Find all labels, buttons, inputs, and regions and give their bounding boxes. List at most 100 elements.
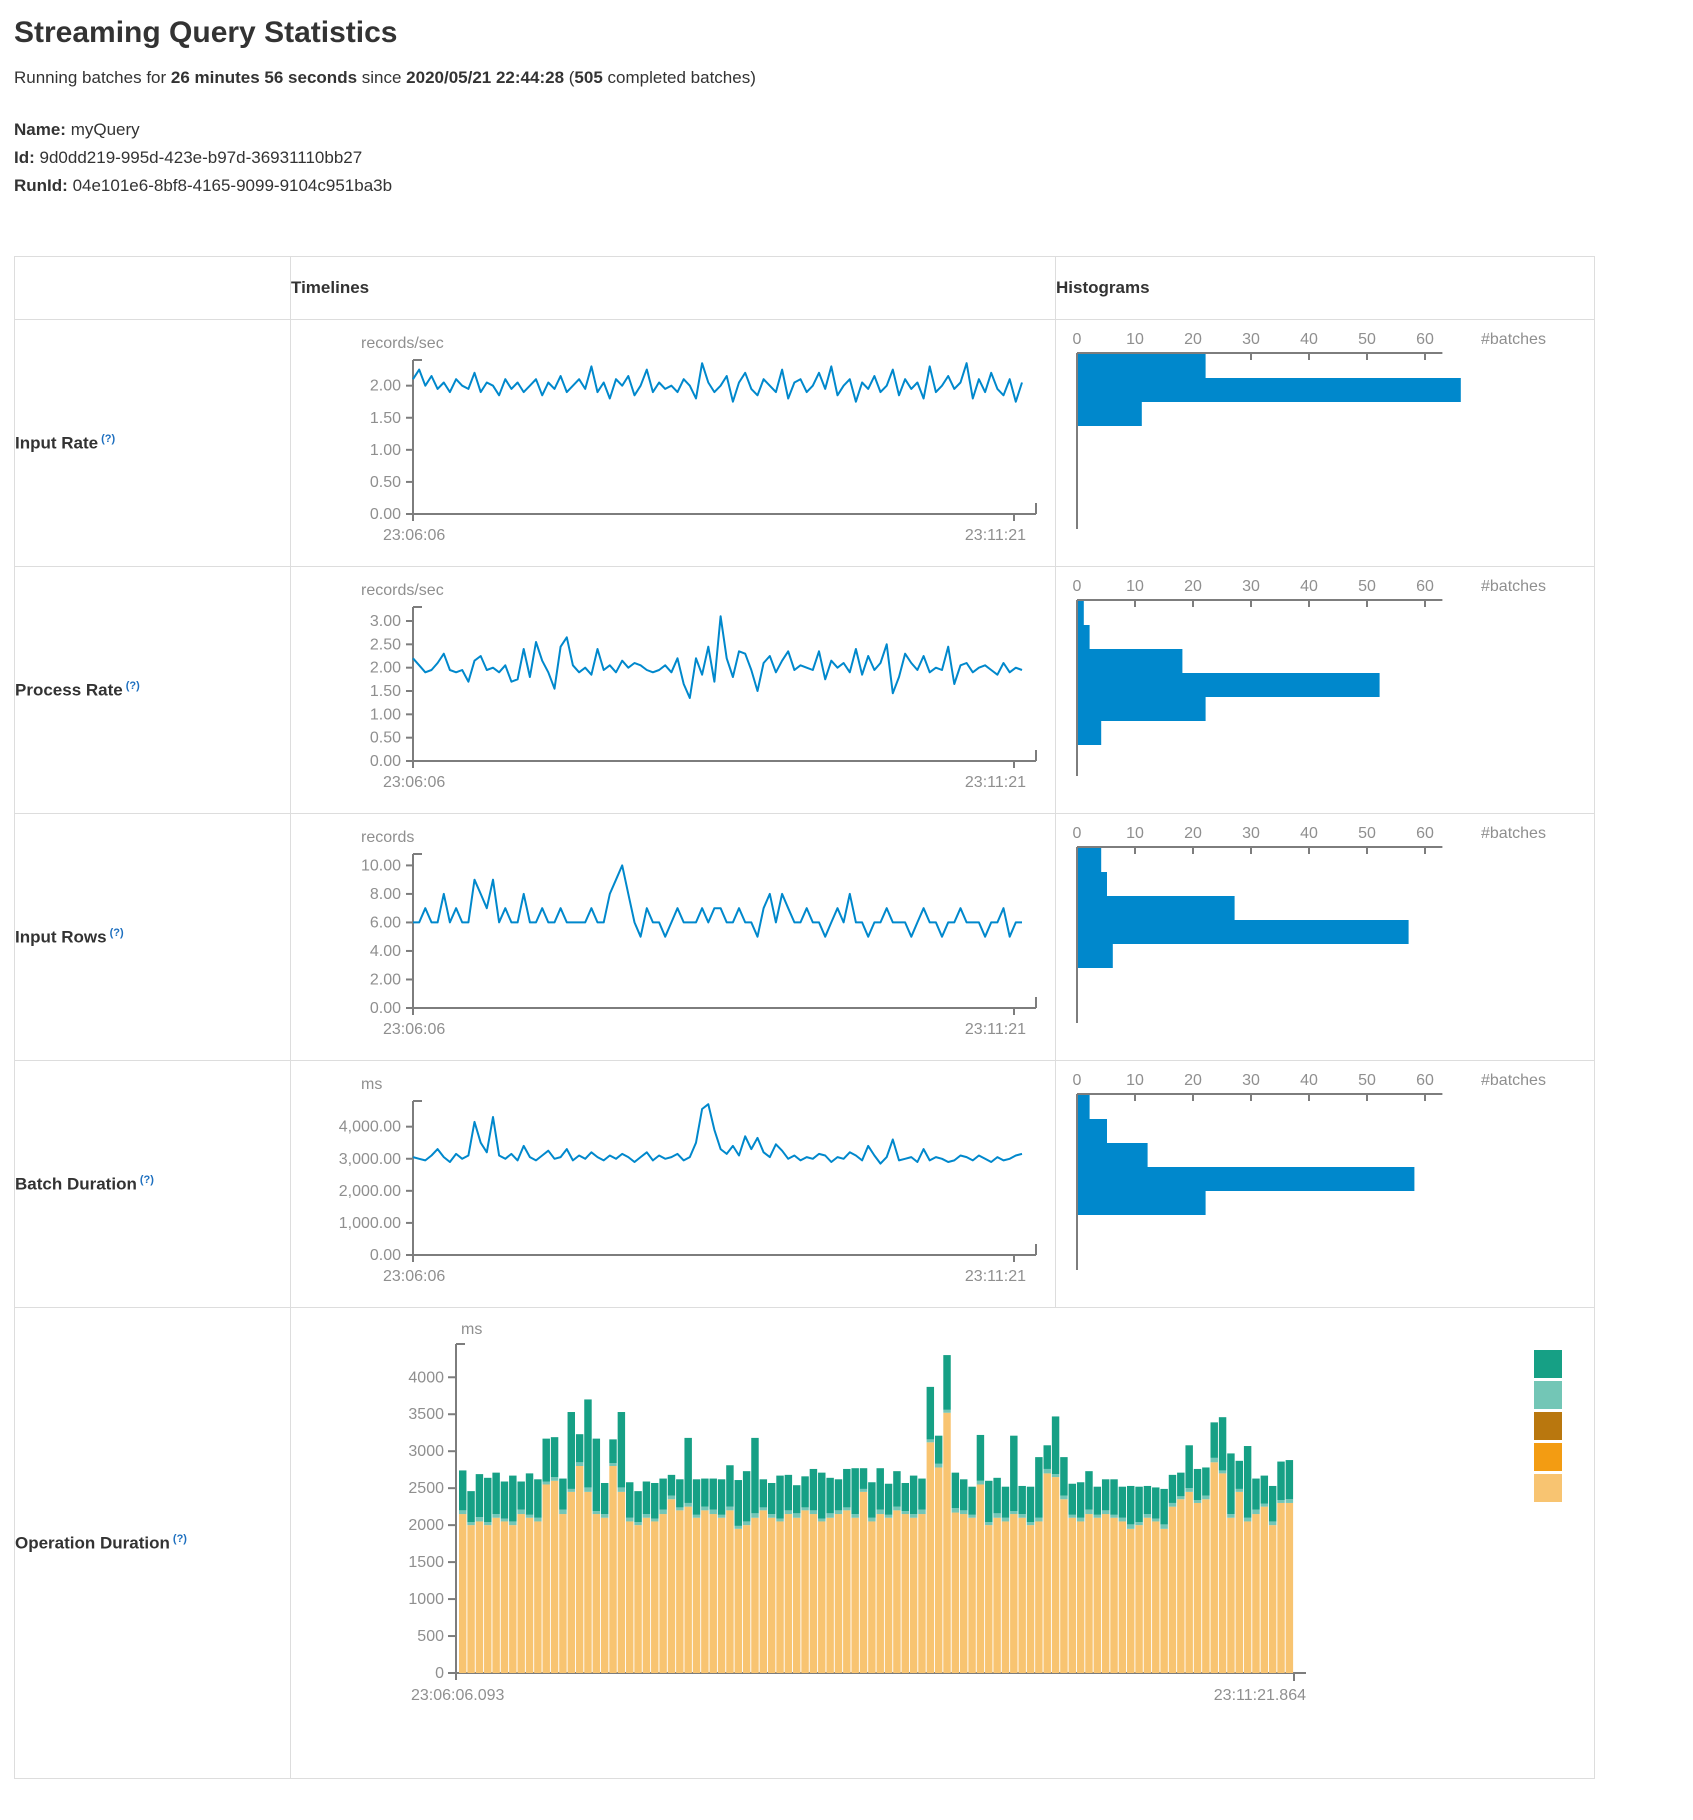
svg-text:records/sec: records/sec	[361, 582, 444, 599]
process-rate-timeline-chart: records/sec 3.00 2.50 2.00 1.50 1.00 0.50 0.00 2…	[290, 566, 1056, 814]
svg-text:1000: 1000	[408, 1591, 444, 1608]
svg-text:10: 10	[1126, 825, 1144, 842]
summary-text: Running batches for	[14, 68, 171, 87]
help-icon[interactable]: (?)	[139, 1173, 154, 1186]
svg-text:0: 0	[1073, 578, 1082, 595]
svg-text:3,000.00: 3,000.00	[339, 1151, 401, 1168]
svg-text:4000: 4000	[408, 1369, 444, 1386]
svg-text:2.50: 2.50	[370, 636, 401, 653]
help-icon[interactable]: (?)	[101, 432, 116, 445]
svg-text:records: records	[361, 829, 414, 846]
page: Streaming Query Statistics Running batch…	[14, 16, 1693, 1779]
completed-batches-count: 505	[574, 68, 603, 87]
batch-duration-histogram-chart: 0 10 20 30 40 50 60 #batches	[1055, 1060, 1595, 1308]
svg-text:ms: ms	[461, 1321, 482, 1338]
svg-text:0.50: 0.50	[370, 474, 401, 491]
legend-swatch	[1534, 1412, 1562, 1440]
help-icon[interactable]: (?)	[125, 679, 140, 692]
svg-text:3000: 3000	[408, 1443, 444, 1460]
table-row: Process Rate (?) records/sec 3.00 2.50 2.00 1…	[14, 566, 1595, 814]
svg-text:4,000.00: 4,000.00	[339, 1119, 401, 1136]
metric-label: Process Rate	[15, 680, 123, 700]
id-label: Id:	[14, 148, 35, 167]
svg-text:#batches: #batches	[1481, 578, 1546, 595]
legend-swatch	[1534, 1381, 1562, 1409]
start-timestamp: 2020/05/21 22:44:28	[406, 68, 565, 87]
svg-text:0: 0	[435, 1665, 444, 1682]
operation-duration-stacked-chart: ms 4000 3500 3000 2500 2000 1500 1000 500 0 23:06:…	[290, 1307, 1595, 1779]
svg-text:40: 40	[1300, 578, 1318, 595]
svg-text:#batches: #batches	[1481, 331, 1546, 348]
table-row: Input Rows (?) records 10.00 8.00 6.00 4.00 2.…	[14, 813, 1595, 1061]
statistics-table: Timelines Histograms Input Rate (?) recor…	[14, 256, 1595, 1779]
svg-text:4.00: 4.00	[370, 943, 401, 960]
svg-text:0.00: 0.00	[370, 506, 401, 523]
svg-text:10.00: 10.00	[361, 857, 401, 874]
svg-text:23:11:21: 23:11:21	[965, 527, 1026, 544]
svg-text:23:11:21.864: 23:11:21.864	[1214, 1687, 1306, 1704]
svg-text:30: 30	[1242, 578, 1260, 595]
id-value: 9d0dd219-995d-423e-b97d-36931110bb27	[39, 148, 363, 167]
svg-text:8.00: 8.00	[370, 886, 401, 903]
svg-text:2000: 2000	[408, 1517, 444, 1534]
svg-text:30: 30	[1242, 1072, 1260, 1089]
svg-text:#batches: #batches	[1481, 825, 1546, 842]
svg-text:20: 20	[1184, 578, 1202, 595]
svg-text:1.00: 1.00	[370, 706, 401, 723]
svg-text:1,000.00: 1,000.00	[339, 1215, 401, 1232]
svg-text:10: 10	[1126, 1072, 1144, 1089]
svg-text:1.50: 1.50	[370, 683, 401, 700]
help-icon[interactable]: (?)	[109, 926, 124, 939]
svg-text:3500: 3500	[408, 1406, 444, 1423]
svg-text:10: 10	[1126, 578, 1144, 595]
svg-text:60: 60	[1416, 825, 1434, 842]
svg-text:1.00: 1.00	[370, 442, 401, 459]
legend-swatch	[1534, 1443, 1562, 1471]
svg-text:23:06:06: 23:06:06	[383, 1021, 445, 1038]
svg-text:20: 20	[1184, 825, 1202, 842]
metric-label: Input Rows	[15, 927, 107, 947]
svg-text:23:06:06.093: 23:06:06.093	[411, 1687, 505, 1704]
input-rate-timeline-chart: records/sec 2.00 1.50 1.00 0.50 0.00 23:06:06 2…	[290, 319, 1056, 567]
query-runid-line: RunId: 04e101e6-8bf8-4165-9099-9104c951b…	[14, 172, 1693, 200]
svg-text:2.00: 2.00	[370, 660, 401, 677]
row-label-batch-duration: Batch Duration (?)	[14, 1060, 291, 1308]
svg-text:records/sec: records/sec	[361, 335, 444, 352]
metric-label: Operation Duration	[15, 1533, 170, 1553]
svg-text:10: 10	[1126, 331, 1144, 348]
timelines-column-header: Timelines	[290, 256, 1056, 320]
svg-text:2,000.00: 2,000.00	[339, 1183, 401, 1200]
svg-text:0.00: 0.00	[370, 753, 401, 770]
svg-text:60: 60	[1416, 578, 1434, 595]
svg-text:2.00: 2.00	[370, 378, 401, 395]
metric-label: Batch Duration	[15, 1174, 137, 1194]
svg-text:40: 40	[1300, 825, 1318, 842]
svg-text:30: 30	[1242, 825, 1260, 842]
svg-text:40: 40	[1300, 331, 1318, 348]
input-rows-timeline-chart: records 10.00 8.00 6.00 4.00 2.00 0.00 23:06:06…	[290, 813, 1056, 1061]
query-id-line: Id: 9d0dd219-995d-423e-b97d-36931110bb27	[14, 144, 1693, 172]
svg-text:50: 50	[1358, 1072, 1376, 1089]
svg-text:1.50: 1.50	[370, 410, 401, 427]
row-label-input-rate: Input Rate (?)	[14, 319, 291, 567]
summary-text: (	[564, 68, 575, 87]
svg-text:1500: 1500	[408, 1554, 444, 1571]
svg-text:23:11:21: 23:11:21	[965, 774, 1026, 791]
histograms-column-header: Histograms	[1055, 256, 1595, 320]
row-label-process-rate: Process Rate (?)	[14, 566, 291, 814]
runid-value: 04e101e6-8bf8-4165-9099-9104c951ba3b	[72, 176, 393, 195]
svg-text:0: 0	[1073, 825, 1082, 842]
help-icon[interactable]: (?)	[172, 1532, 187, 1545]
svg-text:30: 30	[1242, 331, 1260, 348]
svg-text:50: 50	[1358, 578, 1376, 595]
svg-text:6.00: 6.00	[370, 914, 401, 931]
svg-text:23:11:21: 23:11:21	[965, 1021, 1026, 1038]
svg-text:0: 0	[1073, 331, 1082, 348]
row-label-input-rows: Input Rows (?)	[14, 813, 291, 1061]
summary-text: completed batches)	[602, 68, 756, 87]
name-label: Name:	[14, 120, 66, 139]
query-name-line: Name: myQuery	[14, 116, 1693, 144]
svg-text:#batches: #batches	[1481, 1072, 1546, 1089]
svg-text:50: 50	[1358, 825, 1376, 842]
svg-text:40: 40	[1300, 1072, 1318, 1089]
